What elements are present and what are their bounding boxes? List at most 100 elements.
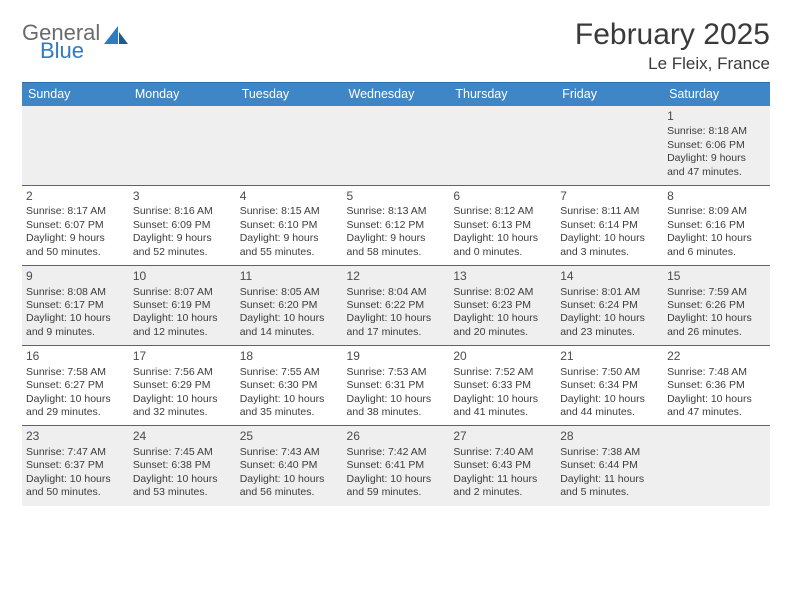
sunrise-text: Sunrise: 8:12 AM [453, 205, 552, 218]
day2-text: and 56 minutes. [240, 486, 339, 499]
day-number: 12 [347, 269, 446, 284]
sunset-text: Sunset: 6:07 PM [26, 219, 125, 232]
sunset-text: Sunset: 6:10 PM [240, 219, 339, 232]
day1-text: Daylight: 10 hours [240, 393, 339, 406]
day-cell: 8Sunrise: 8:09 AMSunset: 6:16 PMDaylight… [663, 186, 770, 266]
month-title: February 2025 [575, 18, 770, 52]
sunrise-text: Sunrise: 8:11 AM [560, 205, 659, 218]
sunrise-text: Sunrise: 7:58 AM [26, 366, 125, 379]
day-number: 14 [560, 269, 659, 284]
day-header-row: Sunday Monday Tuesday Wednesday Thursday… [22, 83, 770, 106]
day1-text: Daylight: 10 hours [667, 393, 766, 406]
sunset-text: Sunset: 6:13 PM [453, 219, 552, 232]
day1-text: Daylight: 10 hours [133, 473, 232, 486]
day1-text: Daylight: 10 hours [560, 232, 659, 245]
day-cell: 10Sunrise: 8:07 AMSunset: 6:19 PMDayligh… [129, 266, 236, 346]
day-cell: 2Sunrise: 8:17 AMSunset: 6:07 PMDaylight… [22, 186, 129, 266]
day1-text: Daylight: 10 hours [26, 312, 125, 325]
sunrise-text: Sunrise: 8:09 AM [667, 205, 766, 218]
header: General Blue February 2025 Le Fleix, Fra… [22, 18, 770, 74]
day-cell [22, 106, 129, 186]
day-cell: 25Sunrise: 7:43 AMSunset: 6:40 PMDayligh… [236, 426, 343, 506]
location: Le Fleix, France [575, 54, 770, 74]
day1-text: Daylight: 10 hours [667, 312, 766, 325]
day-number: 3 [133, 189, 232, 204]
sunset-text: Sunset: 6:31 PM [347, 379, 446, 392]
day-cell: 11Sunrise: 8:05 AMSunset: 6:20 PMDayligh… [236, 266, 343, 346]
sunrise-text: Sunrise: 7:48 AM [667, 366, 766, 379]
day2-text: and 2 minutes. [453, 486, 552, 499]
day-cell [663, 426, 770, 506]
day1-text: Daylight: 10 hours [347, 393, 446, 406]
day1-text: Daylight: 10 hours [240, 312, 339, 325]
sunset-text: Sunset: 6:23 PM [453, 299, 552, 312]
week-row: 23Sunrise: 7:47 AMSunset: 6:37 PMDayligh… [22, 426, 770, 506]
day1-text: Daylight: 9 hours [26, 232, 125, 245]
day-cell [449, 106, 556, 186]
col-monday: Monday [129, 83, 236, 106]
day-number: 16 [26, 349, 125, 364]
day-number: 7 [560, 189, 659, 204]
day1-text: Daylight: 10 hours [26, 393, 125, 406]
sunset-text: Sunset: 6:43 PM [453, 459, 552, 472]
day-number: 6 [453, 189, 552, 204]
sunrise-text: Sunrise: 7:47 AM [26, 446, 125, 459]
day1-text: Daylight: 10 hours [453, 312, 552, 325]
sunset-text: Sunset: 6:12 PM [347, 219, 446, 232]
week-row: 2Sunrise: 8:17 AMSunset: 6:07 PMDaylight… [22, 186, 770, 266]
day-cell: 19Sunrise: 7:53 AMSunset: 6:31 PMDayligh… [343, 346, 450, 426]
day-number: 25 [240, 429, 339, 444]
col-thursday: Thursday [449, 83, 556, 106]
day2-text: and 20 minutes. [453, 326, 552, 339]
sunrise-text: Sunrise: 7:52 AM [453, 366, 552, 379]
day2-text: and 47 minutes. [667, 406, 766, 419]
day-cell: 18Sunrise: 7:55 AMSunset: 6:30 PMDayligh… [236, 346, 343, 426]
day-cell: 26Sunrise: 7:42 AMSunset: 6:41 PMDayligh… [343, 426, 450, 506]
col-friday: Friday [556, 83, 663, 106]
sunrise-text: Sunrise: 7:38 AM [560, 446, 659, 459]
sunrise-text: Sunrise: 8:15 AM [240, 205, 339, 218]
day-cell: 15Sunrise: 7:59 AMSunset: 6:26 PMDayligh… [663, 266, 770, 346]
day2-text: and 41 minutes. [453, 406, 552, 419]
sunrise-text: Sunrise: 7:45 AM [133, 446, 232, 459]
day-number: 10 [133, 269, 232, 284]
day-cell: 17Sunrise: 7:56 AMSunset: 6:29 PMDayligh… [129, 346, 236, 426]
sunrise-text: Sunrise: 7:56 AM [133, 366, 232, 379]
brand-text: General Blue [22, 22, 100, 62]
sunrise-text: Sunrise: 8:04 AM [347, 286, 446, 299]
day2-text: and 9 minutes. [26, 326, 125, 339]
day1-text: Daylight: 10 hours [560, 312, 659, 325]
day-number: 13 [453, 269, 552, 284]
day2-text: and 35 minutes. [240, 406, 339, 419]
day-number: 4 [240, 189, 339, 204]
brand-logo: General Blue [22, 18, 130, 62]
day-number: 21 [560, 349, 659, 364]
sail-icon [104, 26, 130, 46]
day-cell: 20Sunrise: 7:52 AMSunset: 6:33 PMDayligh… [449, 346, 556, 426]
day-number: 28 [560, 429, 659, 444]
day-number: 20 [453, 349, 552, 364]
sunrise-text: Sunrise: 7:59 AM [667, 286, 766, 299]
sunrise-text: Sunrise: 8:08 AM [26, 286, 125, 299]
sunset-text: Sunset: 6:09 PM [133, 219, 232, 232]
day2-text: and 53 minutes. [133, 486, 232, 499]
day-cell: 27Sunrise: 7:40 AMSunset: 6:43 PMDayligh… [449, 426, 556, 506]
day-cell: 14Sunrise: 8:01 AMSunset: 6:24 PMDayligh… [556, 266, 663, 346]
day-number: 22 [667, 349, 766, 364]
day-number: 9 [26, 269, 125, 284]
sunrise-text: Sunrise: 7:50 AM [560, 366, 659, 379]
sunset-text: Sunset: 6:41 PM [347, 459, 446, 472]
day1-text: Daylight: 10 hours [133, 312, 232, 325]
day-number: 1 [667, 109, 766, 124]
day-cell: 12Sunrise: 8:04 AMSunset: 6:22 PMDayligh… [343, 266, 450, 346]
day-cell: 6Sunrise: 8:12 AMSunset: 6:13 PMDaylight… [449, 186, 556, 266]
calendar-table: Sunday Monday Tuesday Wednesday Thursday… [22, 83, 770, 506]
calendar-page: General Blue February 2025 Le Fleix, Fra… [0, 0, 792, 516]
day-number: 18 [240, 349, 339, 364]
sunrise-text: Sunrise: 7:53 AM [347, 366, 446, 379]
sunrise-text: Sunrise: 7:40 AM [453, 446, 552, 459]
day-cell: 22Sunrise: 7:48 AMSunset: 6:36 PMDayligh… [663, 346, 770, 426]
day-cell: 13Sunrise: 8:02 AMSunset: 6:23 PMDayligh… [449, 266, 556, 346]
sunset-text: Sunset: 6:17 PM [26, 299, 125, 312]
day1-text: Daylight: 10 hours [240, 473, 339, 486]
